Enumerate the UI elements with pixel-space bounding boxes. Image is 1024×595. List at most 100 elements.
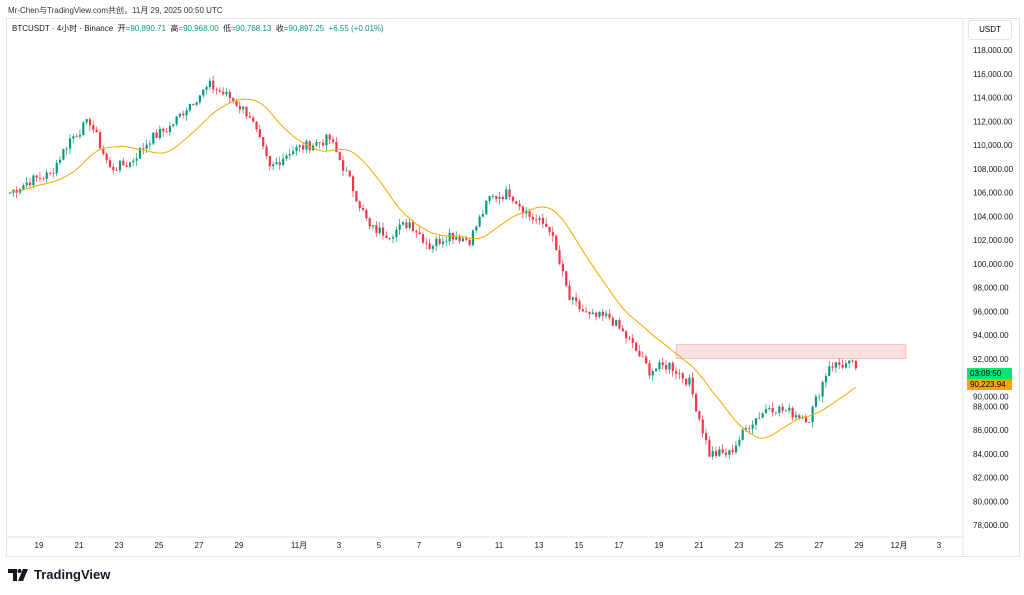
candle-body xyxy=(511,196,515,202)
candle-body xyxy=(478,216,481,227)
candle-body xyxy=(395,229,398,238)
candle-body xyxy=(641,356,644,358)
candle-body xyxy=(272,164,275,167)
candle-body xyxy=(445,241,448,243)
candle-body xyxy=(225,91,228,95)
candle-body xyxy=(694,394,698,412)
candle-body xyxy=(391,237,395,239)
candle-body xyxy=(398,224,401,230)
candle-body xyxy=(618,320,621,329)
tradingview-logo-icon xyxy=(8,568,28,581)
x-tick-label: 12月 xyxy=(891,541,908,550)
candle-body xyxy=(25,182,28,186)
resistance-zone xyxy=(675,344,907,360)
candle-body xyxy=(611,317,614,326)
candle-body xyxy=(531,216,535,220)
x-tick-label: 23 xyxy=(735,541,744,550)
x-tick-label: 27 xyxy=(815,541,824,550)
candle-body xyxy=(22,185,25,190)
y-tick-label: 118,000.00 xyxy=(973,46,1013,55)
candle-body xyxy=(205,87,208,90)
candle-body xyxy=(535,219,538,221)
candle-body xyxy=(714,451,718,456)
candle-body xyxy=(375,225,378,233)
candle-body xyxy=(45,172,48,179)
candle-body xyxy=(208,80,211,88)
candle-body xyxy=(255,121,258,130)
candle-body xyxy=(555,235,558,251)
candle-body xyxy=(631,338,634,343)
candle-body xyxy=(295,146,298,152)
candle-body xyxy=(285,155,288,159)
candle-body xyxy=(734,445,738,453)
y-tick-label: 102,000.00 xyxy=(973,236,1014,245)
chart-frame xyxy=(6,18,1020,557)
candle-body xyxy=(155,132,158,138)
y-tick-label: 112,000.00 xyxy=(973,117,1013,126)
candle-body xyxy=(561,263,564,272)
candle-body xyxy=(105,153,108,161)
candle-body xyxy=(215,89,218,91)
moving-average-line xyxy=(9,98,857,439)
candle-body xyxy=(68,138,72,149)
candle-body xyxy=(498,196,501,199)
candle-body xyxy=(495,195,498,199)
candle-body xyxy=(438,238,441,244)
candle-body xyxy=(501,196,505,199)
candle-body xyxy=(212,80,215,90)
chart-credit: Mr-Chen与TradingView.com共创，11月 29, 2025 0… xyxy=(8,6,223,15)
low-value: =90,768.13 xyxy=(231,24,272,33)
candle-body xyxy=(58,159,62,163)
candle-body xyxy=(435,238,438,247)
candle-body xyxy=(691,377,694,395)
candle-body xyxy=(178,113,182,117)
x-tick-label: 21 xyxy=(695,541,704,550)
candle-body xyxy=(328,134,331,140)
candle-body xyxy=(814,396,818,407)
candle-body xyxy=(481,214,485,217)
candle-body xyxy=(728,450,731,455)
candle-body xyxy=(242,106,245,110)
high-label: 高 xyxy=(170,24,179,33)
candle-body xyxy=(408,222,411,228)
x-tick-label: 21 xyxy=(75,541,84,550)
candle-body xyxy=(655,368,658,372)
candle-body xyxy=(718,449,721,456)
candle-body xyxy=(415,230,418,233)
candle-body xyxy=(448,232,451,242)
candle-body xyxy=(841,364,844,368)
candle-body xyxy=(628,338,631,339)
high-value: =90,968.00 xyxy=(178,24,219,33)
candle-body xyxy=(248,116,251,118)
candle-body xyxy=(335,142,338,152)
y-tick-label: 104,000.00 xyxy=(973,212,1014,221)
candle-body xyxy=(828,366,831,376)
candle-body xyxy=(575,297,578,302)
candle-body xyxy=(684,378,688,385)
candle-body xyxy=(198,95,202,103)
currency-unit-button[interactable]: USDT xyxy=(968,20,1012,40)
candle-body xyxy=(9,192,12,194)
candle-body xyxy=(831,366,834,368)
candle-body xyxy=(455,237,458,240)
candle-body xyxy=(322,142,325,146)
candle-body xyxy=(92,125,95,130)
candle-body xyxy=(361,208,365,211)
candle-body xyxy=(351,176,355,192)
candle-body xyxy=(551,232,554,236)
candle-body xyxy=(671,362,674,372)
candle-body xyxy=(428,243,431,249)
y-tick-label: 110,000.00 xyxy=(973,141,1013,150)
candle-body xyxy=(132,160,135,163)
candle-body xyxy=(558,250,561,264)
symbol-info[interactable]: BTCUSDT · 4小时 · Binance xyxy=(12,24,114,33)
candle-body xyxy=(605,313,608,316)
x-tick-label: 3 xyxy=(937,541,942,550)
candle-body xyxy=(385,235,388,239)
candle-body xyxy=(738,439,741,446)
y-tick-label: 100,000.00 xyxy=(973,260,1014,269)
logo-text: TradingView xyxy=(34,567,111,582)
candle-body xyxy=(651,371,654,376)
candle-body xyxy=(338,151,341,161)
